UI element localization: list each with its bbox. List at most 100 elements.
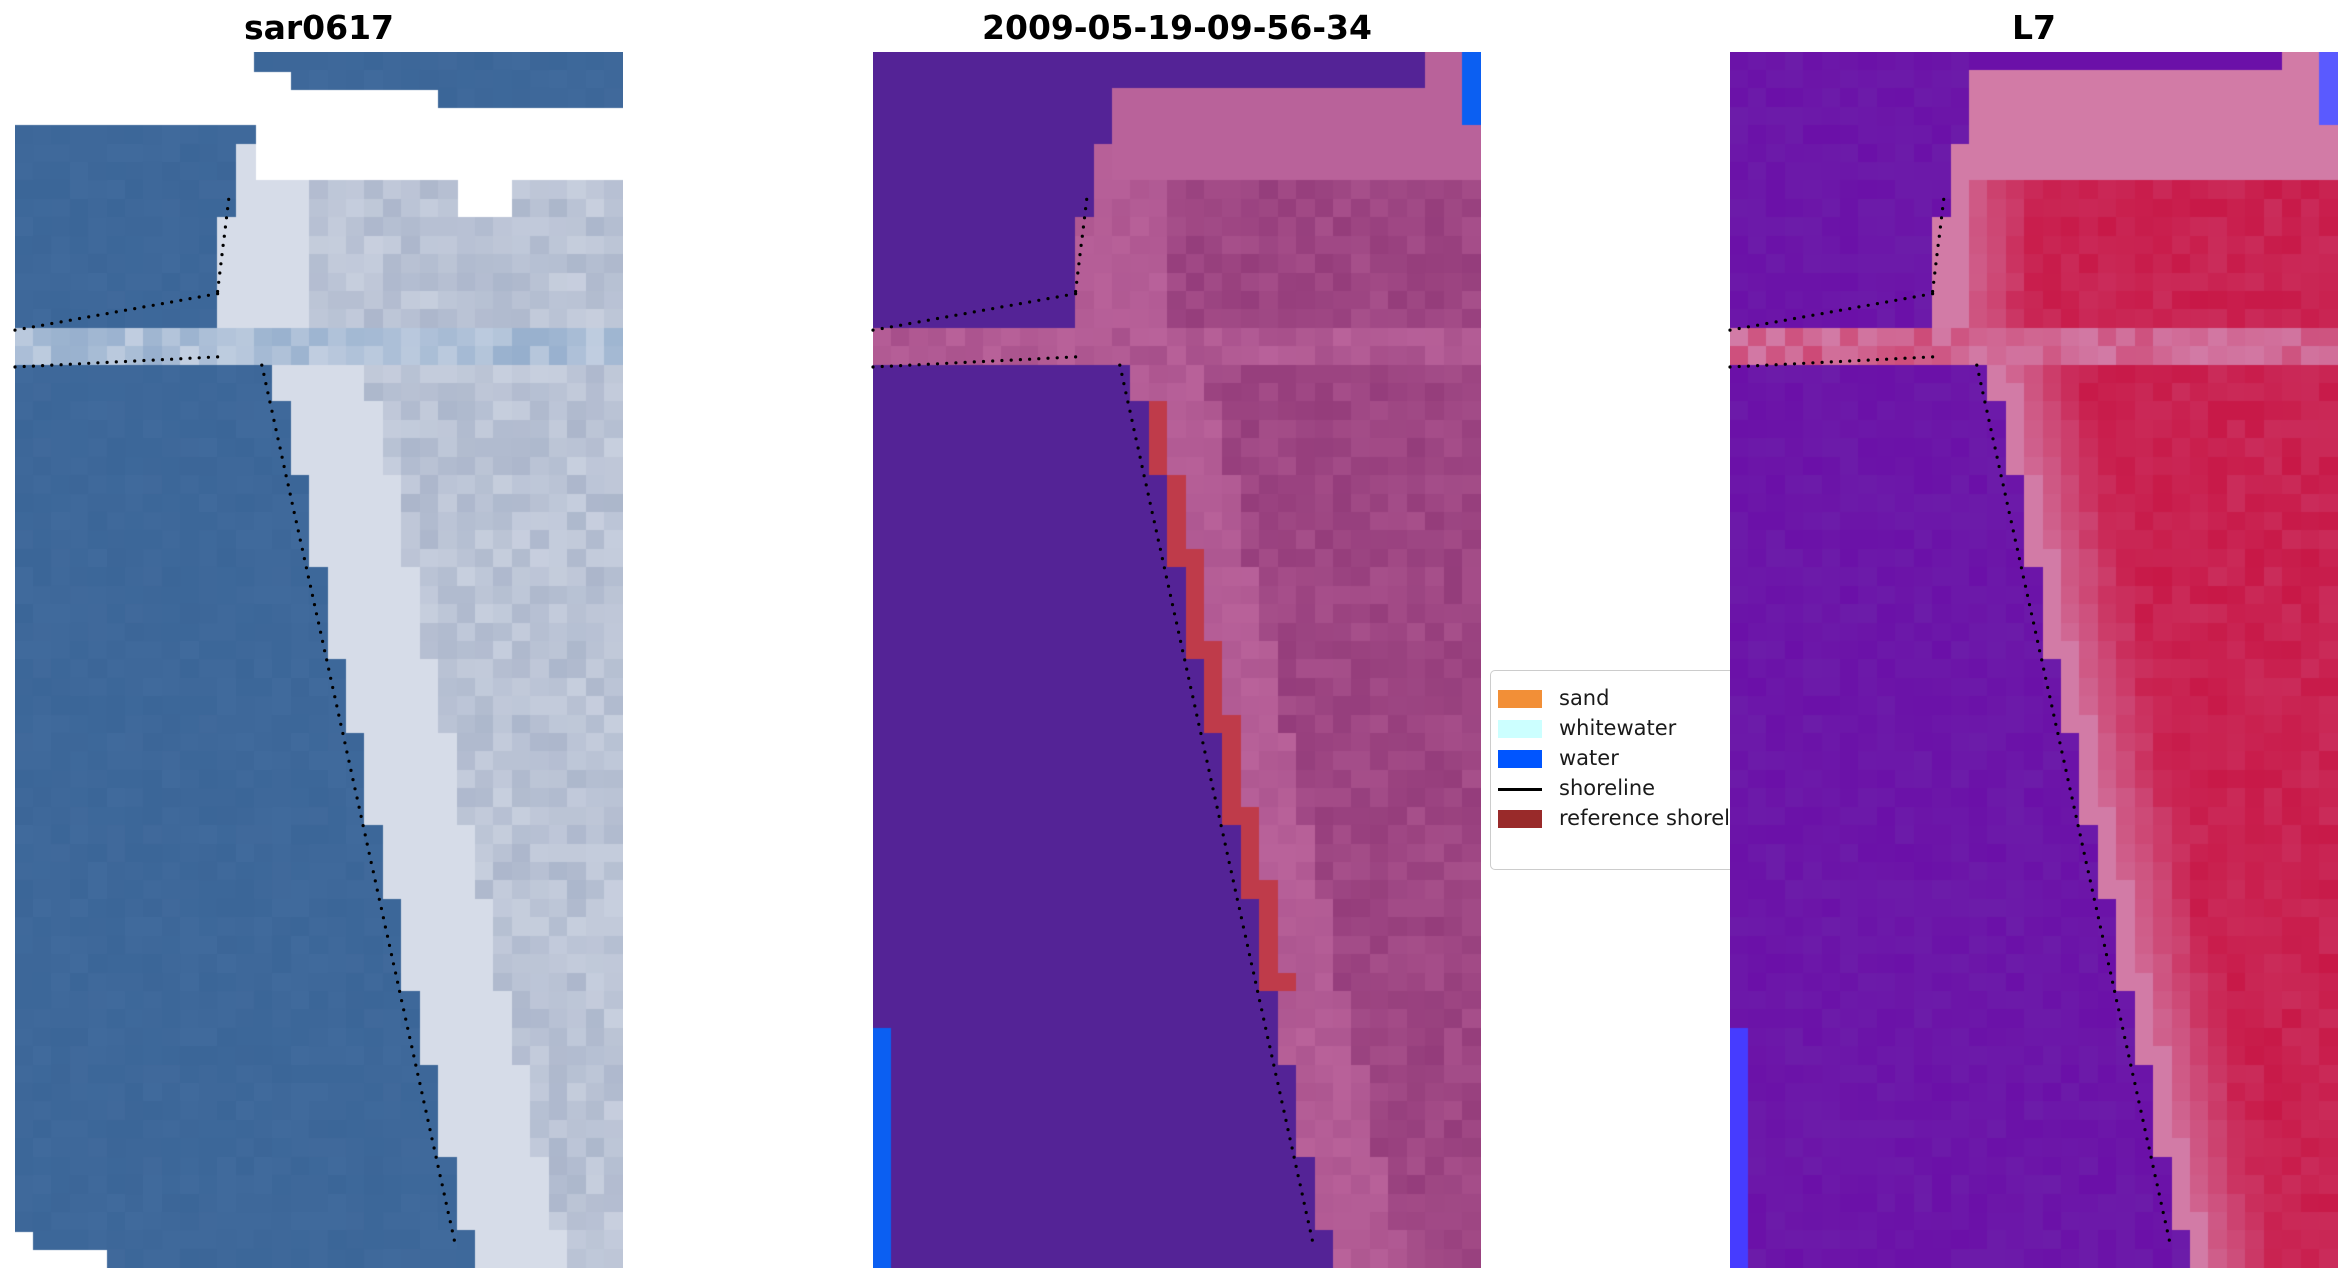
shoreline-point <box>1075 280 1079 284</box>
shoreline-point <box>1172 612 1177 616</box>
shoreline-point <box>105 360 109 364</box>
shoreline-point <box>1205 759 1209 763</box>
shoreline-point <box>1140 464 1144 469</box>
shoreline-point <box>2078 833 2082 837</box>
shoreline-point <box>1938 225 1942 229</box>
shoreline-point <box>304 566 308 570</box>
shoreline-point <box>450 1229 454 1233</box>
shoreline-point <box>2135 1091 2139 1095</box>
shoreline-point <box>2019 566 2023 570</box>
shoreline-point <box>1264 1026 1268 1030</box>
shoreline-point <box>1256 989 1260 994</box>
shoreline-point <box>1894 357 1898 361</box>
shoreline-point <box>1262 1017 1266 1021</box>
shoreline-point <box>1074 355 1078 359</box>
shoreline-point <box>296 529 300 533</box>
shoreline-point <box>2121 1026 2125 1030</box>
legend-item-water: water <box>1491 743 1730 773</box>
shoreline-point <box>410 1045 414 1049</box>
shoreline-point <box>2111 980 2115 984</box>
shoreline-point <box>917 363 921 367</box>
shoreline-point <box>1028 357 1032 361</box>
shoreline-point <box>160 302 164 306</box>
shoreline-point <box>77 362 82 366</box>
shoreline-point <box>1081 225 1085 229</box>
shoreline-point <box>221 243 225 247</box>
shoreline-point <box>391 962 396 966</box>
shoreline-point <box>197 295 201 299</box>
shoreline-point <box>50 321 54 326</box>
shoreline-point <box>1009 358 1013 362</box>
shoreline-point <box>2015 547 2019 551</box>
shoreline-point <box>2040 658 2044 662</box>
shoreline-point <box>422 1100 426 1104</box>
shoreline-point <box>1288 1137 1292 1141</box>
shoreline-point <box>306 575 310 579</box>
shoreline-point <box>2036 639 2040 644</box>
shoreline-point <box>871 328 875 332</box>
shoreline-point <box>1765 363 1769 367</box>
shoreline-point <box>22 364 26 369</box>
shoreline-point <box>1903 356 1907 360</box>
shoreline-point <box>314 612 319 616</box>
shoreline-point <box>1989 428 1993 432</box>
shoreline-point <box>440 1183 444 1187</box>
shoreline-point <box>2032 621 2036 625</box>
panel-title-date: 2009-05-19-09-56-34 <box>982 8 1372 47</box>
shoreline-point <box>2102 943 2107 948</box>
shoreline-point <box>2074 814 2078 819</box>
shoreline-point <box>1195 713 1199 717</box>
shoreline-point <box>2034 630 2038 634</box>
shoreline-point <box>2100 934 2105 938</box>
shoreline-point <box>2027 603 2032 607</box>
shoreline-point <box>1783 318 1787 322</box>
shoreline-point <box>68 362 72 366</box>
shoreline-point <box>945 361 949 365</box>
shoreline-point <box>444 1201 448 1205</box>
shoreline-point <box>1074 292 1078 296</box>
shoreline-point <box>59 320 63 324</box>
shoreline-point <box>1802 315 1806 319</box>
shoreline-point <box>327 667 331 671</box>
shoreline-point <box>438 1174 442 1178</box>
shoreline-point <box>1921 355 1925 359</box>
shoreline-point <box>217 280 221 284</box>
shoreline-point <box>226 207 230 211</box>
shoreline-point <box>2025 593 2030 598</box>
shoreline-point <box>1191 695 1195 699</box>
shoreline-point <box>1249 962 1254 966</box>
shoreline-point <box>1158 547 1162 551</box>
shoreline-point <box>1272 1063 1276 1067</box>
shoreline-point <box>1857 358 1861 363</box>
shoreline-point <box>400 999 404 1003</box>
shoreline-point <box>1942 197 1946 201</box>
shoreline-point <box>1783 362 1787 366</box>
shoreline-point <box>1170 603 1175 607</box>
shoreline-point <box>333 695 337 699</box>
shoreline-point <box>1838 308 1843 312</box>
shoreline-point <box>1254 980 1258 984</box>
shoreline-point <box>908 363 912 367</box>
shoreline-point <box>87 315 91 319</box>
shoreline-point <box>355 796 359 800</box>
shoreline-point <box>1298 1183 1302 1187</box>
shoreline-point <box>1146 492 1150 496</box>
shoreline-point <box>1154 529 1158 533</box>
legend-label: shoreline <box>1559 776 1656 800</box>
shoreline-point <box>1162 566 1166 570</box>
shoreline-point <box>1175 621 1179 625</box>
shoreline-point <box>218 271 222 275</box>
shoreline-point <box>1820 360 1824 364</box>
shoreline-point <box>197 356 201 360</box>
shoreline-point <box>1241 925 1245 929</box>
shoreline-point <box>298 538 302 542</box>
shoreline-point <box>2127 1054 2131 1058</box>
shoreline-point <box>41 364 45 368</box>
shoreline-point <box>1983 400 1987 404</box>
shoreline-point <box>31 364 35 368</box>
shoreline-point <box>2082 851 2086 855</box>
shoreline-point <box>1728 365 1732 369</box>
shoreline-point <box>1985 409 1989 413</box>
shoreline-point <box>1219 824 1223 828</box>
shoreline-point <box>300 547 304 551</box>
